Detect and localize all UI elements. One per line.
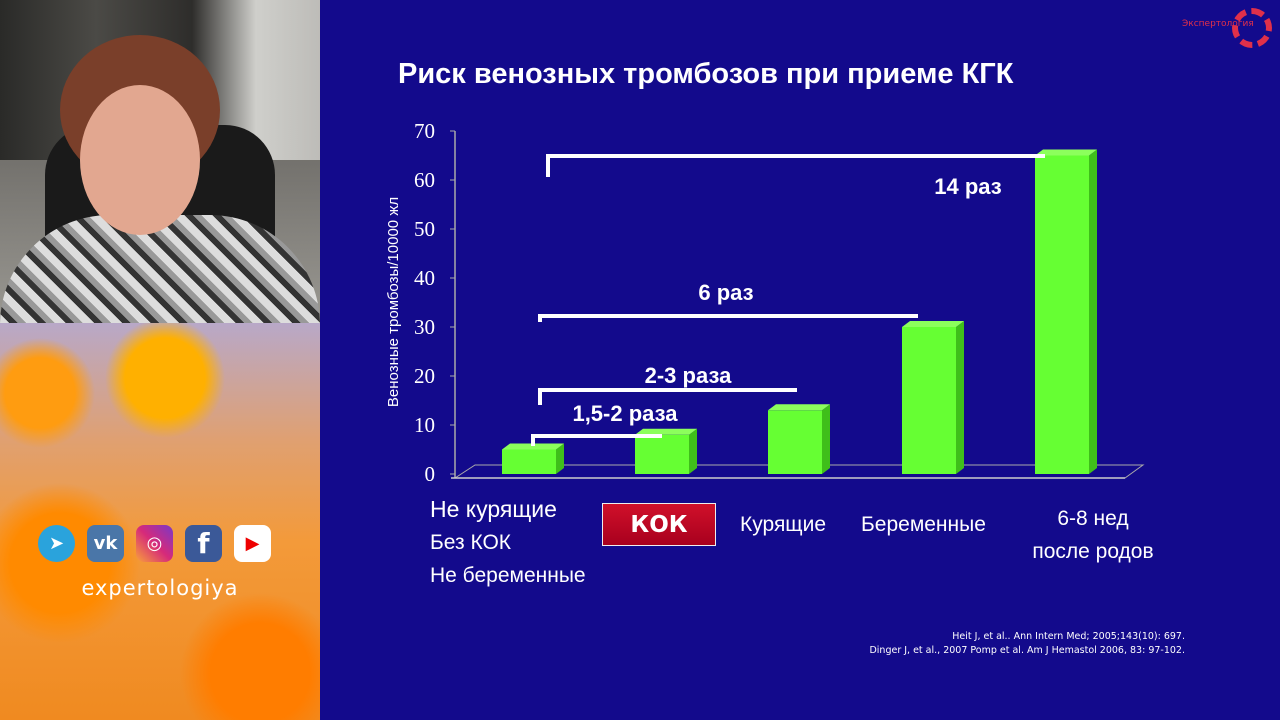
webcam-video bbox=[0, 0, 320, 323]
y-tick-label: 60 bbox=[414, 168, 435, 192]
category-line: 6-8 нед bbox=[1057, 507, 1129, 530]
comparison-label: 2-3 раза bbox=[645, 363, 732, 388]
category-label-kok: КОК bbox=[602, 503, 716, 546]
y-tick-label: 30 bbox=[414, 315, 435, 339]
y-tick-label: 0 bbox=[425, 462, 436, 486]
bar bbox=[902, 327, 956, 474]
y-tick-label: 40 bbox=[414, 266, 435, 290]
bar bbox=[1035, 155, 1089, 474]
comparison-label: 14 раз bbox=[934, 174, 1002, 199]
logo-text: Экспертология bbox=[1182, 19, 1254, 29]
comparison-bracket bbox=[538, 388, 797, 405]
comparison-bracket bbox=[531, 434, 662, 446]
reference: Dinger J, et al., 2007 Pomp et al. Am J … bbox=[869, 645, 1185, 656]
references: Heit J, et al.. Ann Intern Med; 2005;143… bbox=[869, 630, 1185, 658]
brand-name: expertologiya bbox=[81, 576, 239, 600]
slide bbox=[320, 0, 1280, 720]
category-label-1: Не курящие Без КОК Не беременные bbox=[430, 493, 586, 592]
instagram-icon[interactable]: ◎ bbox=[136, 525, 173, 562]
bar-side bbox=[956, 321, 964, 474]
y-tick-label: 50 bbox=[414, 217, 435, 241]
presenter-face bbox=[80, 85, 200, 235]
y-tick-label: 20 bbox=[414, 364, 435, 388]
category-label-4: Беременные bbox=[861, 513, 986, 536]
comparison-bracket bbox=[546, 154, 1045, 177]
category-line: после родов bbox=[1032, 540, 1154, 563]
logo-ring-icon bbox=[1232, 8, 1272, 48]
bar-top bbox=[635, 428, 697, 435]
category-line: Не курящие bbox=[430, 496, 557, 522]
logo: Экспертология bbox=[1180, 6, 1276, 52]
bar-top bbox=[1035, 149, 1097, 156]
bar-top bbox=[902, 321, 964, 327]
presenter-panel: ➤ vk ◎ f ▶ expertologiya bbox=[0, 0, 320, 720]
social-links: ➤ vk ◎ f ▶ bbox=[38, 525, 271, 562]
bar-side bbox=[1089, 149, 1097, 474]
facebook-icon[interactable]: f bbox=[185, 525, 222, 562]
comparison-bracket bbox=[538, 314, 918, 322]
bar-side bbox=[689, 428, 697, 474]
category-label-3: Курящие bbox=[740, 513, 826, 536]
comparison-label: 6 раз bbox=[698, 280, 753, 305]
youtube-icon[interactable]: ▶ bbox=[234, 525, 271, 562]
reference: Heit J, et al.. Ann Intern Med; 2005;143… bbox=[952, 631, 1185, 642]
bar-top bbox=[502, 443, 564, 450]
bar bbox=[635, 434, 689, 474]
y-axis-label: Венозные тромбозы/10000 жл bbox=[385, 197, 402, 407]
bar-side bbox=[822, 404, 830, 474]
bar-side bbox=[556, 443, 564, 474]
bar-top bbox=[768, 404, 830, 411]
vk-icon[interactable]: vk bbox=[87, 525, 124, 562]
flower-background bbox=[0, 323, 320, 720]
category-line: Не беременные bbox=[430, 564, 586, 587]
y-tick-label: 70 bbox=[414, 119, 435, 143]
y-tick-label: 10 bbox=[414, 413, 435, 437]
telegram-icon[interactable]: ➤ bbox=[38, 525, 75, 562]
slide-title: Риск венозных тромбозов при приеме КГК bbox=[398, 58, 1014, 90]
bar bbox=[768, 410, 822, 474]
comparison-label: 1,5-2 раза bbox=[572, 401, 678, 426]
presenter-body bbox=[0, 215, 320, 323]
bar bbox=[502, 449, 556, 474]
category-line: Без КОК bbox=[430, 531, 512, 554]
category-label-5: 6-8 нед после родов bbox=[1022, 502, 1164, 568]
